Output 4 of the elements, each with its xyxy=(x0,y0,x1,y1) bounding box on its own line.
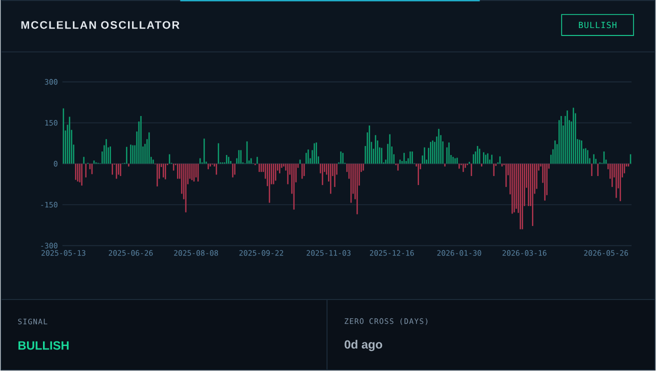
chart-title: MCCLELLAN OSCILLATOR xyxy=(21,21,180,29)
text: 0d ago xyxy=(344,340,382,352)
text: BULLISH xyxy=(578,22,616,28)
text: BULLISH xyxy=(18,341,69,350)
